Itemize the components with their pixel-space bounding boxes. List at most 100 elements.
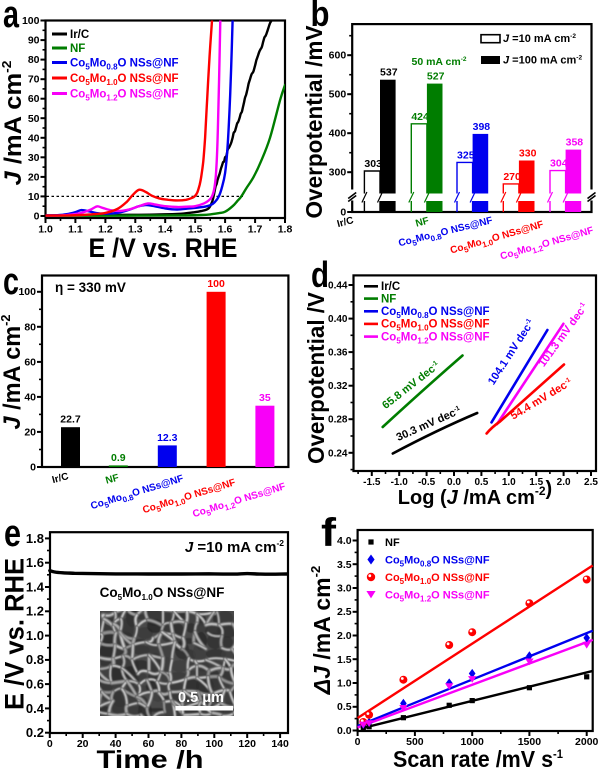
svg-text:20: 20: [24, 426, 36, 438]
svg-text:f: f: [321, 511, 337, 555]
svg-text:1500: 1500: [518, 736, 542, 748]
svg-text:22.7: 22.7: [60, 414, 81, 426]
svg-text:1.4: 1.4: [158, 224, 173, 236]
svg-text:1.6: 1.6: [218, 224, 233, 236]
svg-text:0.4: 0.4: [26, 701, 45, 716]
svg-text:358: 358: [566, 137, 584, 149]
svg-text:398: 398: [473, 121, 491, 133]
svg-text:35: 35: [259, 392, 271, 404]
svg-text:1.0: 1.0: [38, 224, 53, 236]
svg-text:Co5​Mo1.2​O NSs@NF: Co5​Mo1.2​O NSs@NF: [385, 589, 490, 603]
svg-text:270: 270: [503, 171, 521, 183]
svg-text:3.5: 3.5: [337, 559, 352, 571]
svg-text:2.0: 2.0: [557, 477, 571, 488]
svg-text:η = 330 mV: η = 330 mV: [55, 280, 126, 295]
svg-text:1.2: 1.2: [98, 224, 113, 236]
svg-text:0.24: 0.24: [328, 448, 348, 459]
svg-text:330: 330: [519, 148, 537, 160]
svg-text:120: 120: [238, 738, 256, 750]
svg-text:J /mA cm-2: J /mA cm-2: [0, 61, 27, 186]
svg-text:2.5: 2.5: [337, 606, 352, 618]
svg-text:c: c: [3, 261, 19, 303]
svg-text:1.0: 1.0: [26, 628, 44, 643]
svg-text:0.36: 0.36: [328, 348, 348, 359]
svg-text:NF: NF: [70, 43, 85, 55]
svg-text:0: 0: [47, 738, 53, 750]
svg-text:10: 10: [28, 191, 40, 203]
svg-text:90: 90: [28, 35, 40, 47]
svg-text:J /mA cm-2: J /mA cm-2: [0, 315, 26, 430]
svg-text:20: 20: [77, 738, 89, 750]
svg-text:Co5​Mo0.8​O NSs@NF: Co5​Mo0.8​O NSs@NF: [385, 554, 490, 568]
svg-text:400: 400: [329, 128, 347, 140]
svg-text:-0.5: -0.5: [418, 477, 436, 488]
svg-text:0.32: 0.32: [328, 381, 348, 392]
svg-text:-1.0: -1.0: [391, 477, 409, 488]
svg-text:1.7: 1.7: [248, 224, 263, 236]
svg-text:Ir/C: Ir/C: [70, 29, 89, 41]
svg-text:Ir/C: Ir/C: [51, 471, 70, 486]
svg-text:1.1: 1.1: [68, 224, 83, 236]
svg-text:1.5: 1.5: [529, 477, 543, 488]
svg-text:1.0: 1.0: [337, 678, 352, 690]
svg-text:Ir/C: Ir/C: [381, 281, 400, 293]
svg-text:0.44: 0.44: [328, 281, 348, 292]
svg-text:1000: 1000: [461, 736, 485, 748]
svg-text:60: 60: [143, 738, 155, 750]
svg-text:NF: NF: [104, 473, 120, 487]
svg-text:Co5​Mo0.8​O NSs@NF: Co5​Mo0.8​O NSs@NF: [381, 306, 490, 320]
svg-text:3.0: 3.0: [337, 583, 352, 595]
svg-text:2000: 2000: [575, 736, 599, 748]
svg-text:NF: NF: [414, 216, 430, 230]
svg-text:325: 325: [457, 149, 475, 161]
svg-text:100: 100: [207, 278, 225, 290]
svg-text:Scan rate /mV s-1: Scan rate /mV s-1: [393, 746, 563, 772]
svg-text:100: 100: [206, 738, 224, 750]
svg-text:Co5​Mo1.0​O NSs@NF: Co5​Mo1.0​O NSs@NF: [70, 73, 179, 87]
svg-text:2.5: 2.5: [584, 477, 598, 488]
svg-text:-1.5: -1.5: [363, 477, 381, 488]
svg-text:E /V vs. RHE: E /V vs. RHE: [89, 233, 238, 263]
svg-text:12.3: 12.3: [157, 432, 178, 444]
svg-text:d: d: [311, 254, 329, 295]
svg-text:NF: NF: [381, 293, 396, 305]
svg-text:80: 80: [24, 321, 36, 333]
svg-text:e: e: [4, 513, 21, 555]
svg-text:0.5 μm: 0.5 μm: [178, 690, 224, 706]
svg-text:60: 60: [28, 93, 40, 105]
svg-text:0.5: 0.5: [474, 477, 488, 488]
svg-text:a: a: [3, 0, 20, 36]
svg-text:0.40: 0.40: [328, 314, 348, 325]
svg-text:0.0: 0.0: [447, 477, 461, 488]
svg-text:40: 40: [110, 738, 122, 750]
svg-text:0: 0: [340, 207, 346, 219]
svg-text:140: 140: [271, 738, 289, 750]
svg-text:1.3: 1.3: [128, 224, 143, 236]
svg-text:80: 80: [176, 738, 188, 750]
svg-text:500: 500: [329, 89, 347, 101]
svg-text:Overpotential /mV: Overpotential /mV: [301, 25, 327, 219]
svg-text:0.0: 0.0: [337, 725, 352, 737]
svg-text:50 mA cm-2: 50 mA cm-2: [412, 56, 467, 68]
svg-text:40: 40: [24, 391, 36, 403]
svg-text:Co5​Mo1.0​O NSs@NF: Co5​Mo1.0​O NSs@NF: [385, 572, 490, 586]
svg-text:1.5: 1.5: [188, 224, 203, 236]
svg-text:304: 304: [550, 158, 568, 170]
svg-text:Co5​Mo1.2​O NSs@NF: Co5​Mo1.2​O NSs@NF: [70, 89, 179, 103]
svg-text:424: 424: [411, 111, 429, 123]
svg-text:50: 50: [28, 113, 40, 125]
svg-text:80: 80: [28, 54, 40, 66]
svg-text:20: 20: [28, 171, 40, 183]
svg-text:1.2: 1.2: [26, 604, 44, 619]
svg-text:1.0: 1.0: [502, 477, 516, 488]
svg-text:1.8: 1.8: [278, 224, 293, 236]
svg-text:0.6: 0.6: [26, 677, 44, 692]
svg-text:Ir/C: Ir/C: [336, 215, 355, 230]
svg-text:4.0: 4.0: [337, 535, 352, 547]
svg-text:0.5: 0.5: [337, 701, 352, 713]
svg-text:2.0: 2.0: [337, 630, 352, 642]
svg-text:1.5: 1.5: [337, 654, 352, 666]
svg-text:0.9: 0.9: [111, 452, 126, 464]
svg-text:0: 0: [355, 736, 361, 748]
svg-text:0.28: 0.28: [328, 415, 348, 426]
